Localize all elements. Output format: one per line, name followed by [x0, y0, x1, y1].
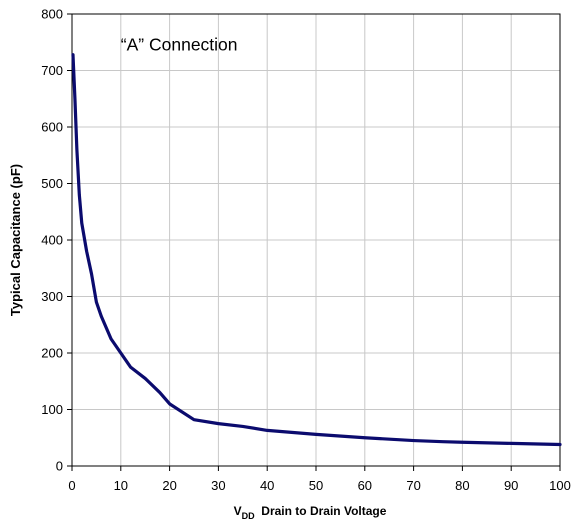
- y-tick-label-7: 700: [41, 63, 63, 78]
- x-tick-label-4: 40: [260, 478, 274, 493]
- x-tick-label-5: 50: [309, 478, 323, 493]
- x-axis-label-prefix: V: [234, 504, 242, 518]
- x-axis-label-suffix: Drain to Drain Voltage: [255, 504, 387, 518]
- x-tick-label-6: 60: [358, 478, 372, 493]
- x-tick-label-2: 20: [162, 478, 176, 493]
- x-tick-label-0: 0: [68, 478, 75, 493]
- y-tick-label-5: 500: [41, 176, 63, 191]
- x-axis-label: VDD Drain to Drain Voltage: [234, 504, 387, 521]
- y-axis-label: Typical Capacitance (pF): [8, 164, 23, 316]
- connection-annotation: “A” Connection: [121, 35, 238, 55]
- y-tick-label-0: 0: [56, 459, 63, 474]
- x-tick-label-1: 10: [114, 478, 128, 493]
- x-tick-label-8: 80: [455, 478, 469, 493]
- y-tick-label-3: 300: [41, 289, 63, 304]
- series-line-0: [71, 53, 562, 447]
- y-tick-label-6: 600: [41, 120, 63, 135]
- x-tick-label-10: 100: [549, 478, 571, 493]
- y-tick-label-2: 200: [41, 346, 63, 361]
- y-tick-label-4: 400: [41, 233, 63, 248]
- y-axis-ticks: 0 100 200 300 400 500 600 700 800: [41, 7, 72, 474]
- series-group: [71, 53, 562, 447]
- x-axis-label-subscript: DD: [242, 511, 255, 521]
- x-tick-label-9: 90: [504, 478, 518, 493]
- x-tick-label-3: 30: [211, 478, 225, 493]
- y-tick-label-1: 100: [41, 402, 63, 417]
- x-axis-ticks: 0 10 20 30 40 50 60 70 80 90 100: [68, 466, 571, 493]
- y-tick-label-8: 800: [41, 7, 63, 22]
- x-tick-label-7: 70: [406, 478, 420, 493]
